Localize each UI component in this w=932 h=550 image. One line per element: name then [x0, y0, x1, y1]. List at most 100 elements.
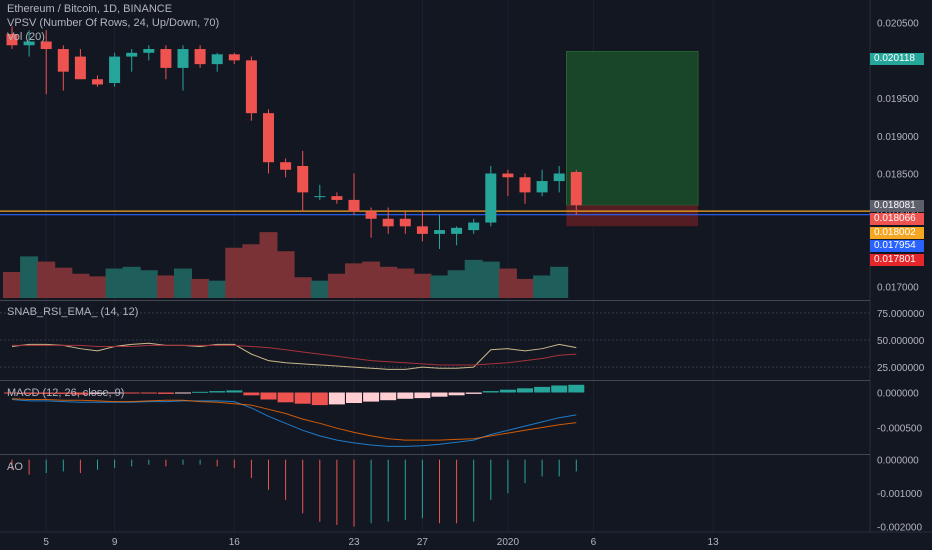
candle-body[interactable] — [245, 60, 257, 114]
candle-body[interactable] — [365, 211, 377, 219]
volume-indicator-label[interactable]: Vol (20) — [7, 31, 45, 43]
candle-body[interactable] — [314, 196, 326, 198]
macd-histogram-bar — [499, 389, 516, 393]
candle-body[interactable] — [536, 181, 548, 193]
volume-bar — [464, 259, 483, 298]
candle-body[interactable] — [23, 41, 35, 46]
macd-indicator-label[interactable]: MACD (12, 26, close, 9) — [7, 387, 125, 399]
candle-body[interactable] — [109, 56, 121, 83]
candle-body[interactable] — [194, 49, 206, 65]
price-tag: 0.017801 — [870, 254, 924, 266]
macd-histogram-bar — [4, 392, 20, 394]
macd-histogram-bar — [551, 385, 568, 393]
volume-bar — [293, 277, 312, 298]
macd-histogram-bar — [328, 392, 345, 405]
time-axis-tick-label: 2020 — [497, 537, 520, 548]
volume-bar — [362, 261, 381, 298]
candle-body[interactable] — [126, 52, 138, 57]
macd-histogram-bar — [106, 392, 123, 394]
candle-body[interactable] — [553, 173, 565, 182]
candle-body[interactable] — [331, 196, 343, 200]
candle-body[interactable] — [40, 41, 52, 50]
main-legend: Ethereum / Bitcoin, 1D, BINANCE VPSV (Nu… — [7, 2, 219, 44]
volume-bar — [310, 280, 329, 298]
candle-body[interactable] — [263, 113, 274, 163]
volume-bar — [413, 273, 432, 298]
price-axis-tick-label: 0.020500 — [877, 19, 919, 30]
pane-separator-ao[interactable] — [0, 454, 870, 455]
candle-body[interactable] — [74, 56, 86, 80]
macd-histogram-bar — [72, 392, 89, 395]
price-axis-tick-label: 0.019500 — [877, 94, 919, 105]
candle-body[interactable] — [382, 218, 394, 227]
macd-histogram-bar — [397, 392, 414, 399]
time-axis-tick-label: 23 — [348, 537, 360, 548]
time-axis-tick-label: 6 — [591, 537, 597, 548]
rsi-legend: SNAB_RSI_EMA_ (14, 12) — [7, 305, 138, 319]
price-axis-tick-label: 0.017000 — [877, 283, 919, 294]
ao-legend: AO — [7, 460, 23, 474]
time-axis-tick-label: 9 — [112, 537, 118, 548]
macd-histogram-bar — [346, 392, 362, 403]
volume-bar — [396, 268, 415, 298]
volume-bar — [122, 266, 141, 298]
candle-body[interactable] — [228, 54, 240, 61]
volume-bar — [447, 270, 466, 298]
symbol-title[interactable]: Ethereum / Bitcoin, 1D, BINANCE — [7, 3, 173, 15]
ao-indicator-label[interactable]: AO — [7, 461, 23, 473]
price-axis-tick-label: 0.018500 — [877, 170, 919, 181]
volume-bar — [533, 275, 552, 298]
macd-histogram-bar — [175, 392, 191, 394]
macd-histogram-bar — [38, 392, 55, 394]
volume-bar — [3, 272, 21, 298]
volume-bar — [71, 273, 90, 298]
candle-body[interactable] — [451, 227, 463, 234]
macd-histogram-bar — [21, 392, 38, 394]
price-tag: 0.018081 — [870, 200, 924, 212]
candle-body[interactable] — [519, 177, 531, 193]
macd-line — [11, 399, 577, 447]
candle-body[interactable] — [570, 172, 582, 206]
price-tag: 0.018066 — [870, 213, 924, 225]
macd-histogram-bar — [157, 392, 174, 394]
volume-bar — [156, 275, 175, 298]
position-stop-zone[interactable] — [566, 205, 699, 227]
volume-bar — [208, 280, 227, 298]
volume-bar — [481, 261, 500, 298]
volume-bar — [379, 266, 398, 298]
candle-body[interactable] — [416, 226, 428, 234]
volume-bar — [345, 263, 363, 298]
volume-bar — [550, 266, 569, 298]
volume-bar — [516, 278, 534, 298]
pane-separator-macd[interactable] — [0, 380, 870, 381]
vpsv-indicator-label[interactable]: VPSV (Number Of Rows, 24, Up/Down, 70) — [7, 17, 220, 29]
candle-body[interactable] — [399, 218, 411, 227]
candle-body[interactable] — [6, 33, 18, 46]
macd-axis-tick-label: -0.000500 — [877, 424, 922, 435]
candle-body[interactable] — [434, 230, 445, 234]
candle-body[interactable] — [348, 199, 360, 212]
candle-body[interactable] — [211, 54, 223, 65]
macd-histogram-bar — [192, 391, 209, 393]
macd-histogram-bar — [294, 392, 311, 404]
candle-body[interactable] — [57, 49, 69, 72]
macd-histogram-bar — [465, 392, 482, 394]
candle-body[interactable] — [280, 162, 292, 170]
rsi-axis-tick-label: 25.000000 — [877, 363, 925, 374]
position-target-zone[interactable] — [565, 51, 699, 206]
candle-body[interactable] — [92, 79, 103, 85]
rsi-indicator-label[interactable]: SNAB_RSI_EMA_ (14, 12) — [7, 306, 139, 318]
candle-body[interactable] — [297, 165, 309, 193]
candle-body[interactable] — [143, 49, 155, 53]
candle-body[interactable] — [160, 49, 172, 68]
macd-histogram-bar — [363, 392, 380, 402]
candle-body[interactable] — [485, 173, 497, 223]
candle-body[interactable] — [502, 173, 514, 178]
ao-axis-tick-label: -0.001000 — [877, 489, 922, 500]
time-axis-tick-label: 27 — [417, 537, 429, 548]
candle-body[interactable] — [177, 49, 189, 68]
candle-body[interactable] — [468, 222, 480, 231]
pane-separator-rsi[interactable] — [0, 300, 870, 301]
